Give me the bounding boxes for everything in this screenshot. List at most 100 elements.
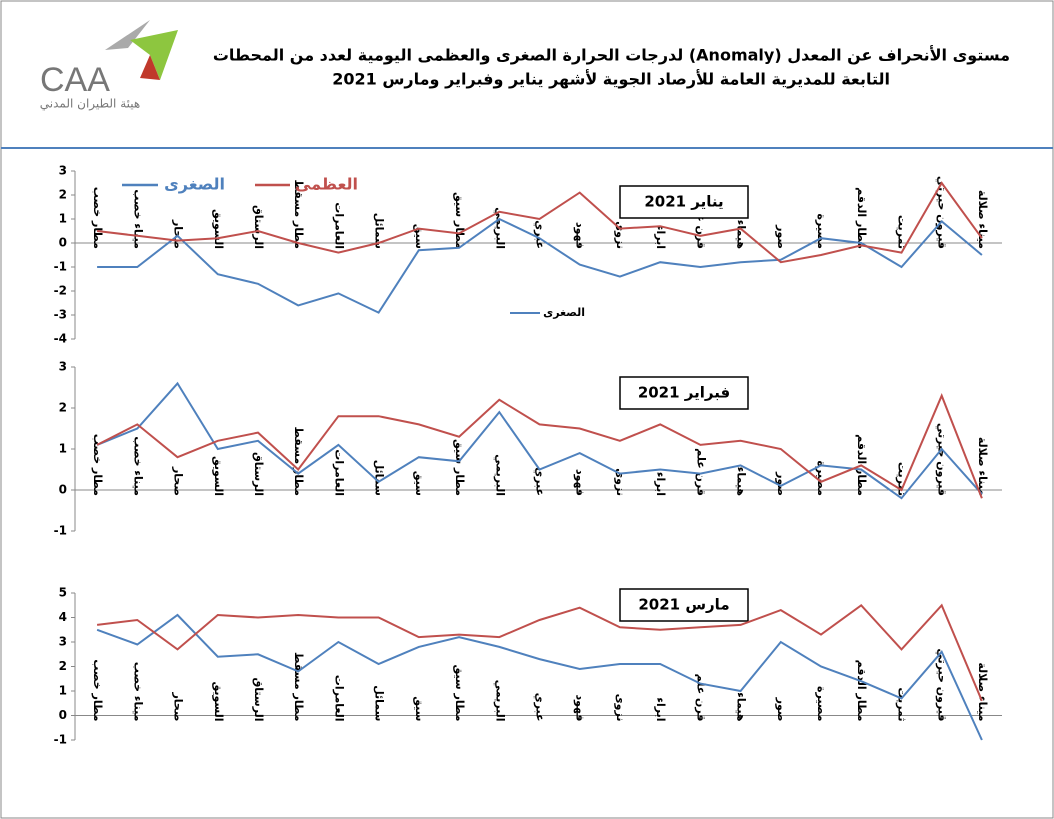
y-tick-label: 1 [59,684,67,698]
y-tick-label: 2 [59,188,67,202]
y-tick-label: -3 [54,308,67,322]
y-tick-label: 4 [59,610,67,624]
month-box [619,185,749,219]
x-tick-label: مطار الدقم [855,187,868,249]
x-tick-label: ابراء [654,472,667,496]
x-tick-label: قيرون حيرتي [936,648,949,721]
y-tick-label: -1 [54,524,67,538]
series-line [97,217,983,314]
series-line [96,381,983,500]
x-tick-label: قرن علم [694,448,707,496]
x-tick-label: عبري [534,220,547,249]
x-tick-label: سمائل [373,460,386,496]
x-tick-label: صحار [172,219,185,249]
x-tick-label: هيماء [735,220,748,249]
y-tick-label: 3 [59,360,67,374]
y-tick-label: 3 [59,164,67,178]
x-tick-label: السويق [212,456,225,496]
x-tick-label: مطار مسقط [292,179,305,249]
series-line [96,603,983,702]
page-title: مستوى الأنحراف عن المعدل (Anomaly) لدرجا… [213,46,1010,65]
y-tick-label: 0 [59,483,67,497]
y-tick-label: 5 [59,586,67,600]
legend-label: العظمى [295,175,358,194]
x-tick-label: مطار خصب [91,434,104,496]
x-tick-label: سمائل [373,213,386,249]
x-tick-label: هيماء [735,692,748,721]
y-tick-label: 2 [59,659,67,673]
legend-label: الصغرى [543,306,585,319]
x-tick-label: مصيرة [815,214,828,249]
series-line [96,393,983,499]
x-tick-label: فهود [574,694,587,721]
x-tick-label: سيق [413,696,426,721]
x-tick-label: نزوى [614,468,627,496]
y-tick-label: 2 [59,401,67,415]
x-tick-label: سيق [413,471,426,496]
x-tick-label: ابراء [654,697,667,721]
x-tick-label: ميناء خصب [131,436,144,496]
x-tick-label: الرستاق [252,205,265,249]
logo-red [140,55,160,80]
y-tick-label: 0 [59,708,67,722]
y-tick-label: 1 [59,212,67,226]
month-box [619,588,749,622]
x-tick-label: البريمي [493,454,506,496]
x-tick-label: السويق [212,209,225,249]
x-tick-label: فهود [574,469,587,496]
x-tick-label: ميناء صلالة [976,662,989,721]
month-label: فبراير 2021 [638,384,730,402]
y-tick-label: -4 [54,332,67,346]
x-tick-label: مطار خصب [91,659,104,721]
series-line [96,181,983,264]
x-tick-label: سمائل [373,685,386,721]
x-tick-label: صحار [172,691,185,721]
x-tick-label: فهود [574,222,587,249]
x-tick-label: السويق [212,681,225,721]
x-tick-label: ميناء خصب [131,662,144,722]
x-tick-label: مصيرة [815,686,828,721]
x-tick-label: مطار خصب [91,187,104,249]
y-tick-label: 0 [59,236,67,250]
month-label: مارس 2021 [638,596,729,614]
x-tick-label: مطار سيق [453,192,466,249]
x-tick-label: نزوى [614,694,627,722]
month-label: يناير 2021 [644,193,723,211]
x-tick-label: العامرات [332,202,345,249]
x-tick-label: عبري [534,467,547,496]
x-tick-label: مطار مسقط [292,426,305,496]
page-title: التابعة للمديرية العامة للأرصاد الجوية ل… [332,70,890,89]
y-tick-label: 3 [59,635,67,649]
logo-green [130,30,178,80]
logo-subtitle: هيئة الطيران المدني [40,97,140,112]
logo-text: CAA [40,61,110,99]
legend-label: الصغرى [164,175,225,194]
x-tick-label: سيق [413,224,426,249]
x-tick-label: صور [775,697,788,722]
x-tick-label: ميناء خصب [131,189,144,249]
x-tick-label: صحار [172,466,185,496]
x-tick-label: مطار مسقط [292,652,305,722]
x-tick-label: مطار الدقم [855,660,868,722]
month-box [619,376,749,410]
logo-wing [105,20,150,50]
x-tick-label: البريمي [493,207,506,249]
x-tick-label: مطار سيق [453,664,466,721]
x-tick-label: صور [775,224,788,249]
x-tick-label: ميناء صلالة [976,190,989,249]
x-tick-label: مصيرة [815,461,828,496]
x-tick-label: ابراء [654,225,667,249]
x-tick-label: العامرات [332,675,345,722]
x-tick-label: عبري [534,693,547,722]
x-tick-label: ثمريت [895,687,908,721]
x-tick-label: العامرات [332,449,345,496]
x-tick-label: البريمي [493,680,506,722]
x-tick-label: قرن علم [694,674,707,722]
x-tick-label: صور [775,471,788,496]
y-tick-label: -1 [54,733,67,747]
x-tick-label: الرستاق [252,452,265,496]
x-tick-label: الرستاق [252,677,265,721]
x-tick-label: قيرون حيرتي [936,176,949,249]
